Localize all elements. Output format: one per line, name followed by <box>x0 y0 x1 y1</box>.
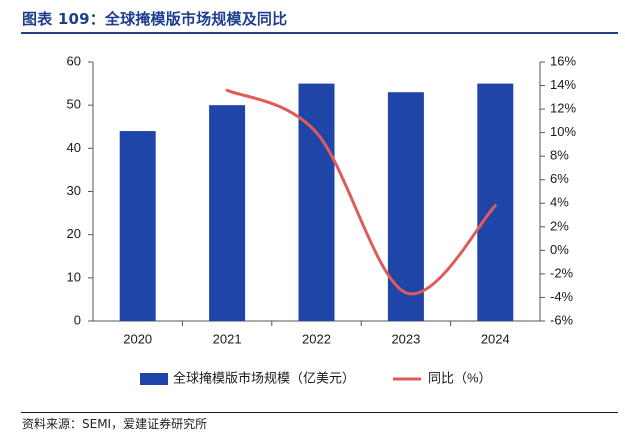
y-right-tick-label: 2% <box>550 218 569 233</box>
y-right-tick-label: 8% <box>550 148 569 163</box>
y-right-tick-label: 14% <box>550 77 576 92</box>
legend-swatch-bar <box>140 373 168 385</box>
x-tick-label: 2021 <box>213 331 242 346</box>
y-left-tick-label: 50 <box>67 97 81 112</box>
y-left-tick-label: 20 <box>67 226 81 241</box>
title-rule <box>21 32 618 34</box>
y-left-tick-label: 60 <box>67 53 81 68</box>
y-right-tick-label: 12% <box>550 101 576 116</box>
y-right-tick-label: -6% <box>550 312 574 327</box>
y-left-tick-label: 10 <box>67 269 81 284</box>
yoy-line <box>225 88 497 296</box>
bar-series <box>119 83 514 322</box>
y-right-tick-label: 0% <box>550 242 569 257</box>
chart-axes: 0 10 20 30 40 50 60 -6% -4% -2% 0% 2% 4% 6% 8% 10% 12% 14… <box>67 53 577 327</box>
chart-title: 图表 109：全球掩模版市场规模及同比 <box>22 10 288 28</box>
x-tick-labels: 2020 2021 2022 2023 2024 <box>123 331 510 346</box>
y-left-tick-label: 40 <box>67 140 81 155</box>
line-series <box>225 88 497 296</box>
y-right-tick-label: 16% <box>550 53 576 68</box>
y-right-tick-label: -4% <box>550 289 574 304</box>
footer-rule <box>21 412 618 413</box>
x-tick-label: 2024 <box>481 331 510 346</box>
legend: 全球掩模版市场规模（亿美元） 同比（%） <box>140 370 492 385</box>
bar-2021 <box>209 105 246 322</box>
source-note: 资料来源：SEMI，爱建证券研究所 <box>22 417 208 431</box>
bar-2023 <box>387 92 424 321</box>
y-right-tick-label: 4% <box>550 195 569 210</box>
x-tick-label: 2022 <box>302 331 331 346</box>
y-right-tick-label: 10% <box>550 124 576 139</box>
bar-2024 <box>477 83 514 321</box>
y-left-tick-label: 0 <box>74 312 81 327</box>
x-tick-label: 2023 <box>391 331 420 346</box>
x-tick-label: 2020 <box>123 331 152 346</box>
y-right-tick-label: -2% <box>550 265 574 280</box>
y-right-tick-label: 6% <box>550 171 569 186</box>
y-left-tick-label: 30 <box>67 183 81 198</box>
legend-label-line: 同比（%） <box>428 370 492 385</box>
legend-label-bar: 全球掩模版市场规模（亿美元） <box>173 370 355 385</box>
bar-2020 <box>119 131 156 321</box>
